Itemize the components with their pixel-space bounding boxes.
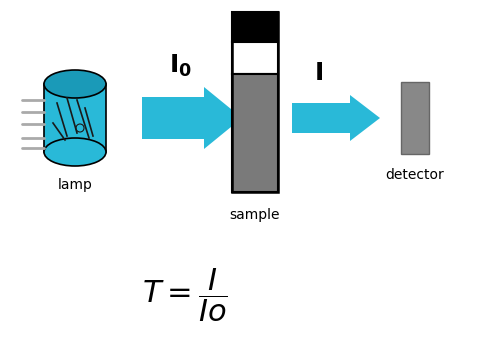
Bar [232, 74, 278, 192]
Ellipse shape [44, 138, 106, 166]
Bar [232, 12, 278, 42]
Text: $T = \dfrac{I}{Io}$: $T = \dfrac{I}{Io}$ [142, 266, 228, 324]
Text: $\mathbf{I_0}$: $\mathbf{I_0}$ [168, 53, 192, 79]
Text: lamp: lamp [58, 178, 92, 192]
Bar [401, 82, 429, 154]
FancyArrow shape [292, 95, 380, 141]
Bar [232, 12, 278, 192]
Text: detector: detector [386, 168, 444, 182]
Ellipse shape [44, 70, 106, 98]
Text: $\mathbf{I}$: $\mathbf{I}$ [314, 61, 323, 85]
Bar [44, 84, 106, 152]
FancyArrow shape [142, 87, 242, 149]
Bar [232, 42, 278, 74]
Text: sample: sample [230, 208, 280, 222]
